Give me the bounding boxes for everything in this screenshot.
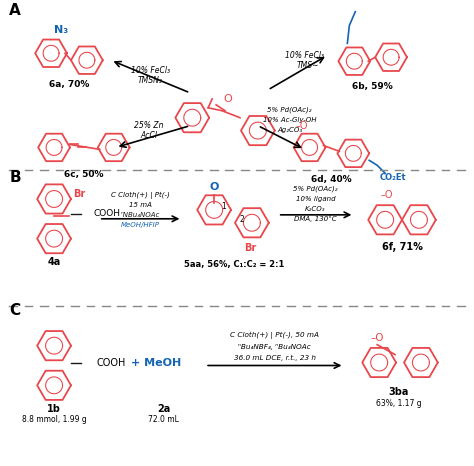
Text: –O: –O — [295, 121, 308, 130]
Text: 5aa, 56%, C₁:C₂ = 2:1: 5aa, 56%, C₁:C₂ = 2:1 — [184, 260, 284, 269]
Text: TMS∼: TMS∼ — [296, 61, 319, 70]
Text: –O: –O — [381, 190, 393, 200]
Text: + MeOH: + MeOH — [131, 357, 181, 368]
Text: 5% Pd(OAc)₂: 5% Pd(OAc)₂ — [293, 186, 338, 192]
Text: O: O — [224, 94, 232, 104]
Text: B: B — [9, 170, 21, 185]
Text: 10% Ac-Gly-OH: 10% Ac-Gly-OH — [263, 116, 317, 123]
Text: K₂CO₃: K₂CO₃ — [305, 206, 326, 212]
Text: TMSN₃: TMSN₃ — [138, 75, 163, 84]
Text: MeOH/HFIP: MeOH/HFIP — [121, 222, 160, 228]
Text: 8.8 mmol, 1.99 g: 8.8 mmol, 1.99 g — [22, 415, 86, 424]
Text: O: O — [210, 182, 219, 192]
Text: 5% Pd(OAc)₂: 5% Pd(OAc)₂ — [267, 107, 312, 113]
Text: 4a: 4a — [47, 257, 61, 267]
Text: Br: Br — [244, 242, 256, 253]
Text: COOH: COOH — [94, 209, 121, 219]
Text: 2: 2 — [239, 215, 244, 224]
Text: 6d, 40%: 6d, 40% — [311, 175, 352, 184]
Text: 6f, 71%: 6f, 71% — [382, 241, 422, 252]
Text: –O: –O — [370, 333, 384, 343]
Text: 3ba: 3ba — [389, 387, 409, 397]
Text: C Cloth(+) | Pt(-), 50 mA: C Cloth(+) | Pt(-), 50 mA — [230, 332, 319, 339]
Text: 6b, 59%: 6b, 59% — [352, 82, 392, 91]
Text: 72.0 mL: 72.0 mL — [148, 415, 179, 424]
Text: 15 mA: 15 mA — [129, 202, 152, 208]
Text: 10% FeCl₃: 10% FeCl₃ — [285, 51, 324, 60]
Text: 36.0 mL DCE, r.t., 23 h: 36.0 mL DCE, r.t., 23 h — [234, 355, 316, 361]
Text: Ag₂CO₃: Ag₂CO₃ — [277, 127, 302, 133]
Text: C Cloth(+) | Pt(-): C Cloth(+) | Pt(-) — [111, 192, 170, 199]
Text: Br: Br — [73, 189, 85, 199]
Text: AcCl: AcCl — [140, 131, 157, 140]
Text: DMA, 130°C: DMA, 130°C — [294, 215, 337, 222]
Text: CO₂Et: CO₂Et — [380, 173, 406, 182]
Text: ⁿBu₄NBF₄, ⁿBu₄NOAc: ⁿBu₄NBF₄, ⁿBu₄NOAc — [238, 343, 311, 350]
Text: 10% FeCl₃: 10% FeCl₃ — [131, 66, 170, 75]
Text: A: A — [9, 3, 21, 18]
Text: 1: 1 — [222, 202, 227, 212]
Text: ⁿNBu₄NOAc: ⁿNBu₄NOAc — [121, 212, 160, 218]
Text: 63%, 1.17 g: 63%, 1.17 g — [376, 398, 422, 408]
Text: COOH: COOH — [97, 357, 126, 368]
Text: 6a, 70%: 6a, 70% — [49, 80, 89, 89]
Text: 6c, 50%: 6c, 50% — [64, 170, 104, 178]
Text: 10% ligand: 10% ligand — [296, 196, 335, 202]
Text: N₃: N₃ — [54, 26, 68, 35]
Text: 2a: 2a — [157, 404, 170, 414]
Text: C: C — [9, 303, 20, 318]
Text: 25% Zn: 25% Zn — [134, 121, 163, 130]
Text: 1b: 1b — [47, 404, 61, 414]
